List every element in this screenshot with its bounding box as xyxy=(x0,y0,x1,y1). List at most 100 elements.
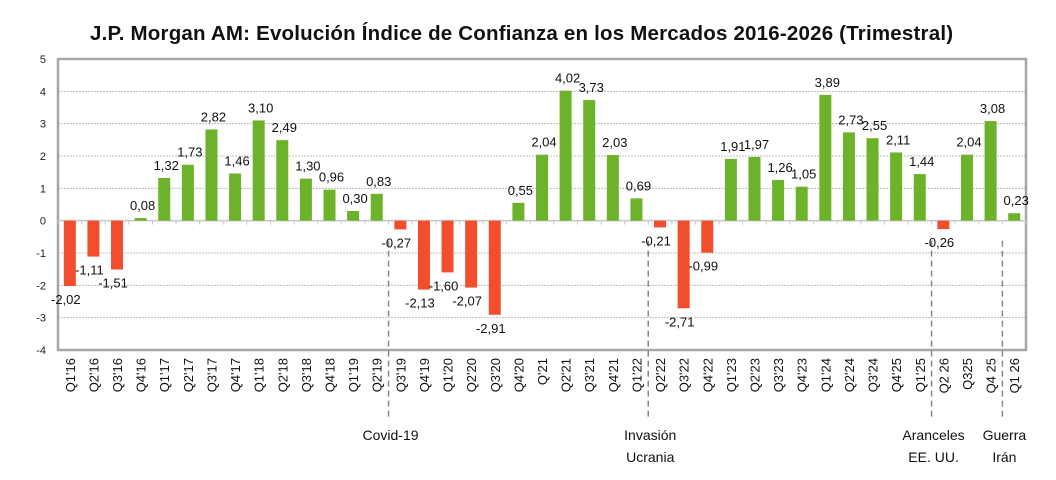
bar xyxy=(441,220,454,273)
event-annotation-label: Irán xyxy=(992,449,1016,465)
x-tick-label: Q4'17 xyxy=(228,358,243,392)
x-tick-label: Q2'17 xyxy=(181,358,196,392)
bar xyxy=(181,164,194,221)
x-tick-label: Q4'16 xyxy=(134,358,149,392)
chart-title: J.P. Morgan AM: Evolución Índice de Conf… xyxy=(90,22,954,45)
bar xyxy=(606,155,619,221)
data-label: -0,21 xyxy=(641,233,671,248)
data-label: -2,07 xyxy=(452,294,482,309)
bar xyxy=(937,220,950,230)
data-label: -0,26 xyxy=(925,235,955,250)
data-label: 1,32 xyxy=(154,158,179,173)
x-tick-label: Q3'23 xyxy=(771,358,786,392)
x-tick-label: Q4'25 xyxy=(889,358,904,392)
bar xyxy=(347,210,360,221)
bar xyxy=(890,152,903,221)
data-label: 3,10 xyxy=(248,100,273,115)
bar xyxy=(394,220,407,230)
data-label: 3,08 xyxy=(980,101,1005,116)
data-label: 2,11 xyxy=(886,132,910,147)
bar xyxy=(370,193,383,221)
y-tick-label: -1 xyxy=(36,248,46,260)
data-label: -2,91 xyxy=(476,321,506,336)
event-annotation-label: Covid-19 xyxy=(363,427,419,443)
bar xyxy=(677,220,690,309)
data-label: 1,91 xyxy=(720,139,745,154)
bar xyxy=(323,189,336,221)
data-label: 4,02 xyxy=(555,71,580,86)
data-label: -0,27 xyxy=(382,235,412,250)
bar xyxy=(111,220,124,270)
data-label: 2,04 xyxy=(956,135,981,150)
bar xyxy=(205,129,218,221)
event-annotation-label: Guerra xyxy=(983,427,1027,443)
bar xyxy=(842,132,855,221)
event-annotation-label: Ucrania xyxy=(626,449,674,465)
x-tick-label: Q1 26 xyxy=(1007,358,1022,393)
y-tick-label: -4 xyxy=(36,345,46,357)
data-label: 3,73 xyxy=(579,80,604,95)
bar xyxy=(276,140,289,221)
bar xyxy=(630,198,643,221)
x-tick-label: Q2'18 xyxy=(275,358,290,392)
x-tick-label: Q'21 xyxy=(535,358,550,385)
y-tick-label: 5 xyxy=(40,54,46,66)
bar xyxy=(63,220,76,286)
x-tick-label: Q3'24 xyxy=(866,358,881,392)
data-label: 0,83 xyxy=(366,174,391,189)
data-label: 2,04 xyxy=(531,135,556,150)
data-label: -1,51 xyxy=(98,275,128,290)
bar xyxy=(654,220,667,228)
data-label: 2,73 xyxy=(838,112,863,127)
bar xyxy=(960,154,973,221)
x-tick-label: Q4'23 xyxy=(795,358,810,392)
x-tick-label: Q3'21 xyxy=(582,358,597,392)
bar xyxy=(512,202,525,221)
event-annotation-label: Invasión xyxy=(624,427,676,443)
x-tick-label: Q1'16 xyxy=(63,358,78,392)
bar xyxy=(866,138,879,221)
y-tick-label: 3 xyxy=(40,119,46,131)
x-tick-label: Q1'23 xyxy=(724,358,739,392)
y-tick-label: 4 xyxy=(40,86,46,98)
data-label: 1,46 xyxy=(224,153,249,168)
bar xyxy=(559,90,572,221)
data-label: -1,11 xyxy=(75,263,104,278)
y-tick-label: -2 xyxy=(36,280,46,292)
bar xyxy=(536,154,548,221)
x-tick-label: Q2'20 xyxy=(464,358,479,392)
x-tick-label: Q1'24 xyxy=(818,358,833,392)
x-tick-label: Q4'22 xyxy=(700,358,715,392)
data-label: 0,55 xyxy=(508,183,533,198)
data-label: 1,05 xyxy=(791,167,816,182)
data-label: -2,02 xyxy=(51,292,81,307)
plot-frame xyxy=(56,57,1028,352)
x-tick-label: Q2'16 xyxy=(86,358,101,392)
x-tick-label: Q1'20 xyxy=(441,358,456,392)
x-tick-label: Q1'18 xyxy=(252,358,267,392)
data-label: 1,44 xyxy=(909,154,934,169)
data-label: 1,97 xyxy=(744,137,769,152)
x-tick-label: Q2'21 xyxy=(559,358,574,392)
event-annotation-label: Aranceles xyxy=(902,427,964,443)
bar xyxy=(795,186,808,221)
bar xyxy=(465,220,478,288)
y-tick-label: 1 xyxy=(40,183,46,195)
x-tick-label: Q1'19 xyxy=(346,358,361,392)
bar xyxy=(819,94,832,221)
bar xyxy=(417,220,430,290)
bar xyxy=(252,120,265,221)
x-tick-label: Q325 xyxy=(960,358,975,390)
y-tick-label: 0 xyxy=(40,216,46,228)
bar xyxy=(913,174,926,221)
x-tick-label: Q2'22 xyxy=(653,358,668,392)
x-tick-label: Q3'17 xyxy=(204,358,219,392)
bar xyxy=(229,173,242,221)
bar xyxy=(87,220,100,257)
x-tick-label: Q3'19 xyxy=(393,358,408,392)
data-label: 2,82 xyxy=(201,109,226,124)
data-label: 1,73 xyxy=(177,145,202,160)
data-label: 1,26 xyxy=(767,160,792,175)
data-label: 1,30 xyxy=(295,159,320,174)
